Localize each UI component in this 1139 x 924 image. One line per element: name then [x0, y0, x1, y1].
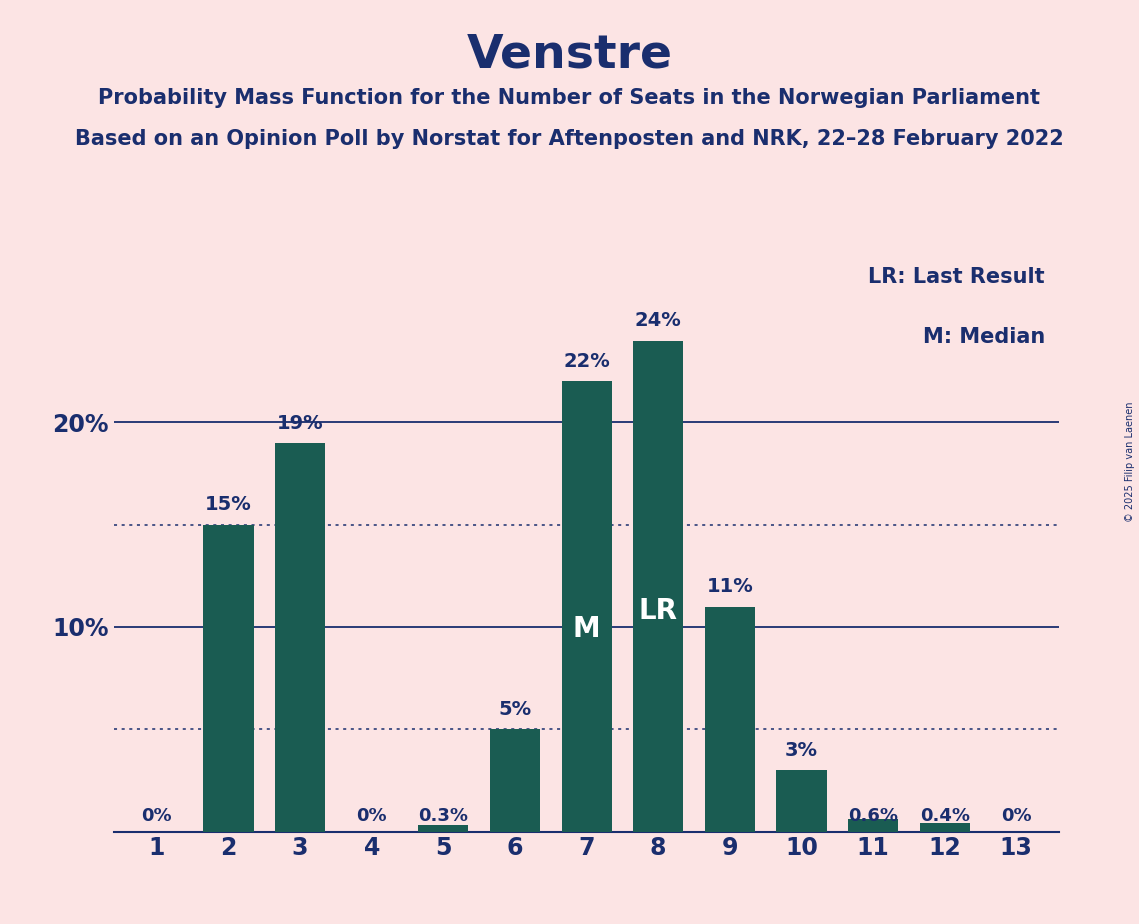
Text: LR: LR — [639, 597, 678, 625]
Text: LR: Last Result: LR: Last Result — [868, 267, 1046, 287]
Bar — [705, 606, 755, 832]
Bar — [849, 820, 899, 832]
Bar — [418, 825, 468, 832]
Text: 15%: 15% — [205, 495, 252, 515]
Text: 11%: 11% — [706, 578, 753, 596]
Text: 24%: 24% — [634, 311, 681, 331]
Text: 0.3%: 0.3% — [418, 808, 468, 825]
Text: 3%: 3% — [785, 741, 818, 760]
Text: M: M — [573, 615, 600, 643]
Text: © 2025 Filip van Laenen: © 2025 Filip van Laenen — [1125, 402, 1134, 522]
Bar — [274, 443, 325, 832]
Text: 0.6%: 0.6% — [849, 808, 898, 825]
Text: 0.4%: 0.4% — [919, 808, 969, 825]
Bar — [633, 341, 683, 832]
Text: 22%: 22% — [563, 352, 611, 371]
Text: 5%: 5% — [499, 700, 532, 719]
Text: M: Median: M: Median — [923, 327, 1046, 347]
Text: 0%: 0% — [141, 808, 172, 825]
Bar — [777, 771, 827, 832]
Bar — [204, 525, 254, 832]
Bar — [919, 823, 969, 832]
Bar — [562, 382, 612, 832]
Text: 0%: 0% — [357, 808, 387, 825]
Text: Probability Mass Function for the Number of Seats in the Norwegian Parliament: Probability Mass Function for the Number… — [98, 88, 1041, 108]
Text: Venstre: Venstre — [467, 32, 672, 78]
Text: 0%: 0% — [1001, 808, 1032, 825]
Text: Based on an Opinion Poll by Norstat for Aftenposten and NRK, 22–28 February 2022: Based on an Opinion Poll by Norstat for … — [75, 129, 1064, 150]
Text: 19%: 19% — [277, 414, 323, 432]
Bar — [490, 729, 540, 832]
